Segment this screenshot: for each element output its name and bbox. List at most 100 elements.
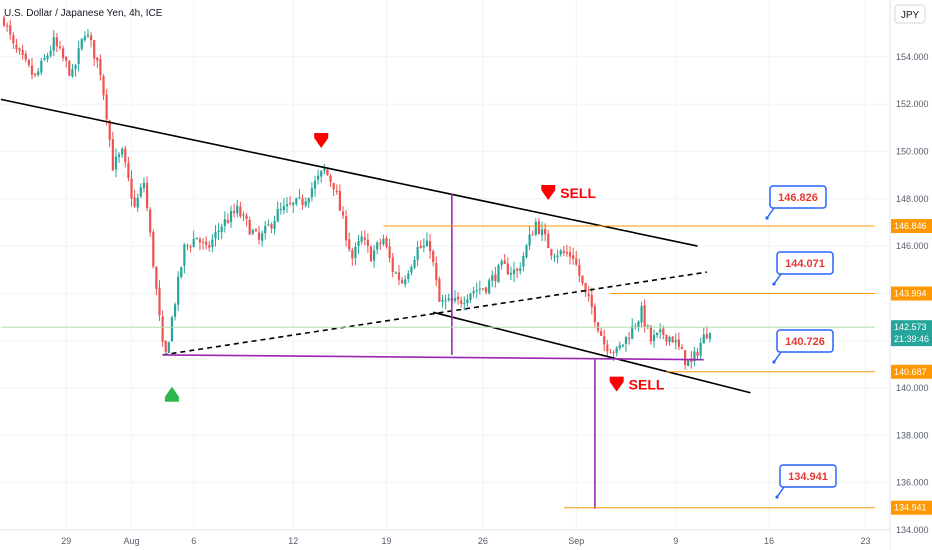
candle	[379, 238, 382, 250]
candle-body	[609, 352, 612, 354]
candle	[233, 203, 236, 218]
candle	[317, 169, 320, 185]
candle-body	[512, 269, 516, 274]
candle-body	[27, 60, 30, 65]
candle	[680, 344, 684, 350]
candle	[391, 252, 394, 278]
candle	[326, 168, 329, 176]
candle	[572, 247, 575, 265]
candle-body	[491, 275, 494, 281]
candle-body	[550, 249, 553, 256]
candle	[264, 221, 267, 240]
candle-body	[254, 229, 258, 232]
candle	[547, 230, 550, 249]
candle	[428, 234, 432, 259]
candle	[164, 340, 167, 354]
candle	[229, 205, 233, 228]
candle-body	[394, 272, 397, 274]
candle	[49, 45, 52, 58]
candle	[149, 207, 152, 238]
candle-body	[637, 321, 640, 328]
candle	[478, 280, 481, 295]
candle	[590, 287, 593, 315]
candle	[385, 235, 388, 249]
candle	[211, 234, 214, 253]
candle-body	[279, 208, 282, 210]
candle-body	[86, 34, 90, 37]
candle	[214, 225, 217, 247]
candle	[699, 337, 702, 360]
candle-body	[447, 298, 450, 300]
candle-body	[233, 211, 236, 213]
price-tag-bg	[891, 286, 932, 301]
y-tick-label: 148.000	[896, 194, 929, 204]
candle-body	[363, 237, 366, 240]
candle	[687, 359, 690, 367]
candle-body	[372, 250, 376, 261]
callout-pointer	[766, 207, 775, 219]
candle-body	[366, 239, 369, 246]
callout-dot	[772, 282, 776, 286]
candle-body	[298, 196, 301, 198]
candle	[354, 242, 357, 266]
candle	[366, 233, 369, 253]
candle-body	[239, 206, 242, 217]
candle-body	[155, 266, 158, 289]
y-tick-label: 138.000	[896, 430, 929, 440]
candle	[304, 197, 307, 208]
callout-dot	[772, 360, 776, 364]
candle	[68, 59, 71, 77]
candle	[497, 263, 500, 283]
candle	[640, 301, 643, 328]
candle-body	[2, 17, 6, 26]
candle	[52, 30, 55, 57]
x-tick-label: 23	[860, 536, 870, 546]
candle	[208, 240, 211, 252]
candle	[621, 344, 624, 348]
candle-body	[671, 336, 674, 343]
price-callout: 146.826	[765, 185, 827, 220]
y-tick-label: 134.000	[896, 525, 929, 535]
price-tag: 146.846	[891, 219, 932, 234]
candle-body	[391, 257, 394, 273]
candle	[432, 249, 435, 267]
candle	[540, 221, 544, 242]
x-tick-label: 6	[191, 536, 196, 546]
x-tick-label: 26	[478, 536, 488, 546]
candle	[593, 303, 596, 329]
candle-body	[341, 211, 345, 216]
candle	[575, 251, 578, 267]
candle-body	[422, 245, 425, 248]
arrow-shape	[609, 376, 624, 392]
candle-body	[699, 342, 702, 356]
candle	[677, 332, 680, 350]
candle-body	[68, 61, 71, 76]
candle-body	[43, 58, 46, 60]
candle-body	[15, 44, 18, 50]
candle-body	[248, 219, 251, 235]
candle	[382, 234, 385, 246]
candle-body	[217, 230, 220, 233]
candle-body	[478, 288, 481, 290]
candle	[466, 294, 469, 307]
candle-body	[556, 255, 559, 258]
candle	[357, 234, 360, 254]
candle-body	[186, 245, 189, 247]
candle	[413, 256, 416, 270]
candle-body	[516, 268, 519, 271]
candle-body	[61, 48, 65, 59]
candle	[407, 270, 410, 283]
price-tag: 140.687	[891, 364, 932, 379]
candle-body	[534, 221, 537, 235]
candle-body	[121, 148, 124, 155]
candle-body	[317, 175, 320, 180]
candle	[484, 286, 488, 295]
candle-body	[683, 350, 687, 366]
candle	[671, 335, 674, 343]
candle-body	[142, 182, 146, 189]
candle	[438, 276, 441, 303]
candle-body	[553, 256, 556, 258]
candle	[145, 176, 149, 212]
candle	[198, 236, 202, 251]
